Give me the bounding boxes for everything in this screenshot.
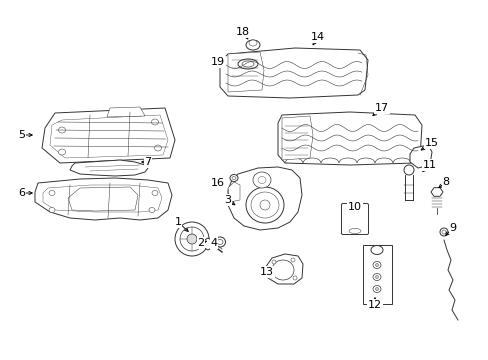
Ellipse shape — [250, 192, 279, 218]
Ellipse shape — [214, 237, 225, 247]
Ellipse shape — [292, 276, 296, 280]
Ellipse shape — [154, 145, 161, 151]
Polygon shape — [409, 145, 431, 168]
Ellipse shape — [372, 261, 380, 269]
FancyBboxPatch shape — [362, 244, 391, 303]
Polygon shape — [227, 182, 240, 202]
Ellipse shape — [375, 264, 378, 266]
Polygon shape — [203, 238, 213, 250]
Ellipse shape — [152, 190, 158, 195]
Ellipse shape — [271, 260, 275, 264]
Text: 4: 4 — [210, 238, 217, 248]
Ellipse shape — [372, 274, 380, 280]
Ellipse shape — [59, 149, 65, 155]
Ellipse shape — [348, 203, 360, 211]
Text: 13: 13 — [260, 267, 273, 277]
Ellipse shape — [180, 227, 203, 251]
Ellipse shape — [151, 119, 158, 125]
Ellipse shape — [217, 239, 223, 244]
Text: 19: 19 — [210, 57, 224, 67]
Ellipse shape — [372, 285, 380, 292]
Ellipse shape — [186, 234, 197, 244]
Text: 11: 11 — [422, 160, 436, 170]
Ellipse shape — [175, 222, 208, 256]
Ellipse shape — [290, 258, 294, 262]
Ellipse shape — [49, 190, 55, 195]
Polygon shape — [35, 178, 172, 220]
Text: 9: 9 — [448, 223, 456, 233]
Text: 6: 6 — [19, 188, 25, 198]
Ellipse shape — [441, 230, 445, 234]
Text: 15: 15 — [424, 138, 438, 148]
Ellipse shape — [439, 228, 447, 236]
Ellipse shape — [375, 275, 378, 279]
Text: 2: 2 — [197, 238, 204, 248]
Ellipse shape — [403, 165, 413, 175]
Polygon shape — [227, 167, 302, 230]
Text: 7: 7 — [144, 157, 151, 167]
Polygon shape — [430, 188, 442, 196]
Ellipse shape — [252, 172, 270, 188]
Text: 8: 8 — [442, 177, 448, 187]
Text: 18: 18 — [235, 27, 249, 37]
Polygon shape — [68, 187, 138, 211]
Ellipse shape — [229, 175, 238, 181]
Ellipse shape — [231, 176, 236, 180]
Ellipse shape — [238, 59, 258, 69]
Polygon shape — [70, 160, 148, 176]
Ellipse shape — [49, 207, 55, 212]
Ellipse shape — [370, 246, 382, 255]
FancyBboxPatch shape — [341, 203, 368, 234]
Ellipse shape — [245, 40, 260, 50]
Ellipse shape — [271, 260, 293, 280]
Ellipse shape — [248, 40, 257, 46]
Ellipse shape — [242, 61, 253, 67]
Ellipse shape — [59, 127, 65, 133]
Text: 3: 3 — [224, 195, 231, 205]
Ellipse shape — [260, 200, 269, 210]
Ellipse shape — [149, 207, 155, 212]
Text: 5: 5 — [19, 130, 25, 140]
Ellipse shape — [348, 229, 360, 234]
Text: 10: 10 — [347, 202, 361, 212]
Ellipse shape — [258, 176, 265, 184]
Polygon shape — [227, 52, 264, 92]
Polygon shape — [264, 254, 303, 284]
Text: 1: 1 — [174, 217, 181, 227]
Text: 14: 14 — [310, 32, 325, 42]
Polygon shape — [282, 116, 312, 160]
Text: 12: 12 — [367, 300, 381, 310]
Polygon shape — [220, 48, 367, 98]
Text: 16: 16 — [210, 178, 224, 188]
Polygon shape — [278, 112, 421, 165]
Ellipse shape — [245, 187, 284, 223]
Polygon shape — [42, 108, 175, 163]
Text: 17: 17 — [374, 103, 388, 113]
Ellipse shape — [269, 274, 273, 278]
Polygon shape — [107, 107, 145, 117]
Ellipse shape — [375, 288, 378, 291]
